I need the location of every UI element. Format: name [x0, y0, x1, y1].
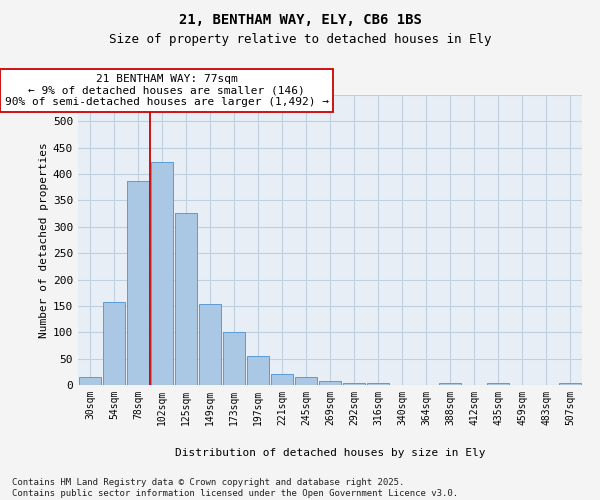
- Text: Contains HM Land Registry data © Crown copyright and database right 2025.
Contai: Contains HM Land Registry data © Crown c…: [12, 478, 458, 498]
- Bar: [343, 384, 365, 385]
- Bar: [175, 212, 197, 385]
- Text: Distribution of detached houses by size in Ely: Distribution of detached houses by size …: [175, 448, 485, 458]
- Bar: [79, 377, 101, 385]
- Bar: [271, 374, 293, 385]
- Text: 21 BENTHAM WAY: 77sqm
← 9% of detached houses are smaller (146)
90% of semi-deta: 21 BENTHAM WAY: 77sqm ← 9% of detached h…: [5, 74, 329, 107]
- Bar: [319, 381, 341, 385]
- Bar: [199, 304, 221, 385]
- Bar: [559, 384, 581, 385]
- Y-axis label: Number of detached properties: Number of detached properties: [39, 142, 49, 338]
- Bar: [487, 383, 509, 385]
- Bar: [127, 181, 149, 385]
- Bar: [151, 162, 173, 385]
- Text: Size of property relative to detached houses in Ely: Size of property relative to detached ho…: [109, 32, 491, 46]
- Bar: [367, 383, 389, 385]
- Bar: [439, 383, 461, 385]
- Bar: [103, 302, 125, 385]
- Bar: [295, 377, 317, 385]
- Bar: [223, 332, 245, 385]
- Text: 21, BENTHAM WAY, ELY, CB6 1BS: 21, BENTHAM WAY, ELY, CB6 1BS: [179, 12, 421, 26]
- Bar: [247, 356, 269, 385]
